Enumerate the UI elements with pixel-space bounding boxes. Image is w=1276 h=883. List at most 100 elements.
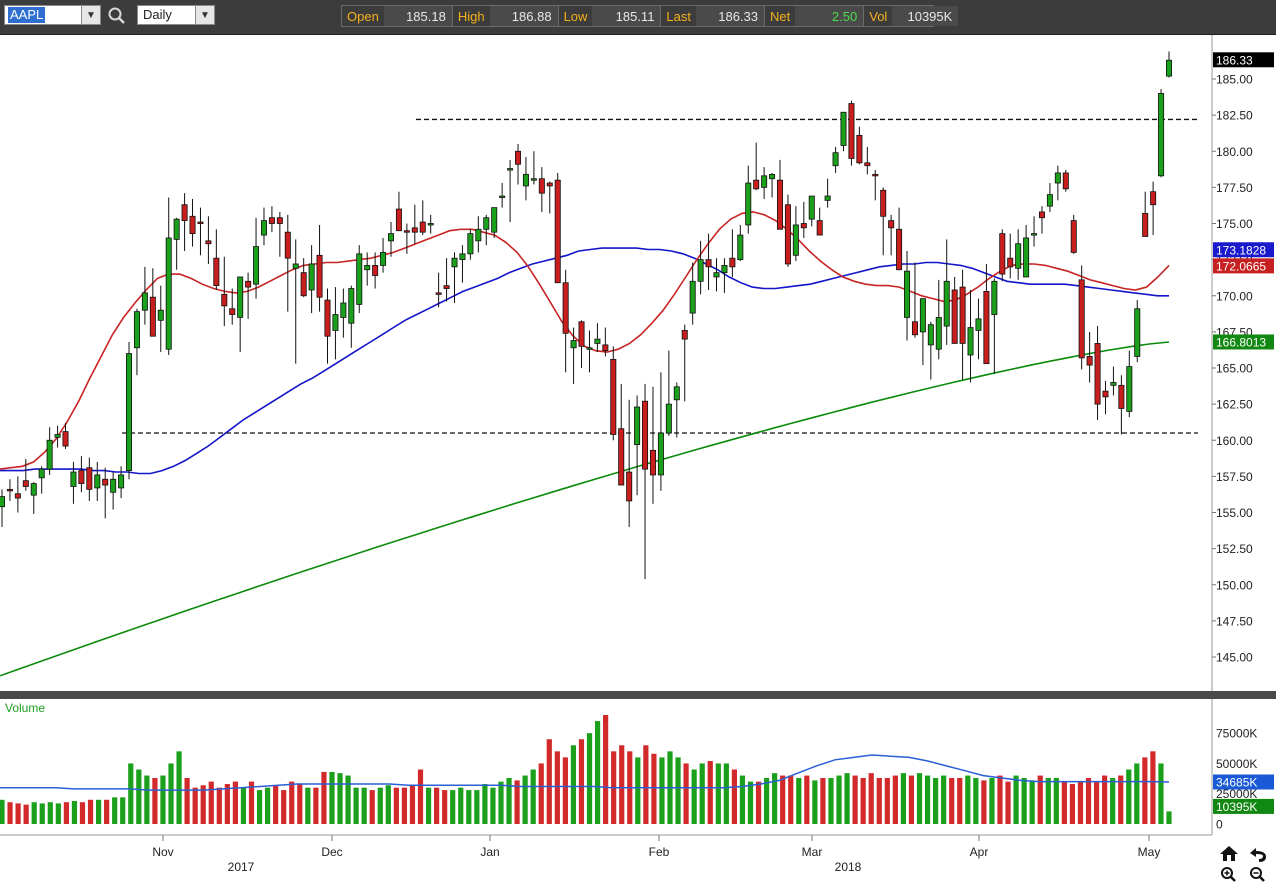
- candle-body[interactable]: [681, 330, 688, 340]
- candle-body[interactable]: [800, 223, 807, 229]
- home-icon[interactable]: [1220, 846, 1238, 861]
- candle-body[interactable]: [1166, 59, 1173, 77]
- candle-body[interactable]: [943, 280, 950, 327]
- period-dropdown-button[interactable]: ▼: [195, 5, 215, 25]
- candle-body[interactable]: [1007, 257, 1014, 268]
- candle-body[interactable]: [94, 474, 101, 489]
- volume-bar[interactable]: [755, 781, 762, 824]
- volume-bar[interactable]: [619, 745, 625, 824]
- volume-bar[interactable]: [586, 733, 593, 824]
- volume-bar[interactable]: [828, 777, 834, 824]
- volume-bar[interactable]: [1093, 781, 1100, 824]
- candle-body[interactable]: [880, 189, 887, 217]
- volume-bar[interactable]: [796, 777, 802, 824]
- candle-body[interactable]: [649, 449, 656, 476]
- candle-body[interactable]: [522, 173, 529, 187]
- candle-body[interactable]: [642, 400, 649, 470]
- candle-body[interactable]: [911, 321, 918, 336]
- candle-body[interactable]: [951, 289, 958, 344]
- candle-body[interactable]: [14, 493, 21, 499]
- candle-body[interactable]: [435, 292, 442, 295]
- candle-body[interactable]: [657, 432, 664, 476]
- volume-bar[interactable]: [216, 787, 222, 824]
- candle-body[interactable]: [292, 263, 299, 269]
- volume-bar[interactable]: [1134, 763, 1140, 824]
- volume-bar[interactable]: [876, 777, 882, 824]
- volume-bar[interactable]: [924, 775, 931, 824]
- candle-body[interactable]: [348, 288, 355, 324]
- candle-body[interactable]: [1102, 390, 1109, 398]
- volume-bar[interactable]: [780, 775, 786, 824]
- candle-body[interactable]: [62, 431, 69, 447]
- candle-body[interactable]: [30, 483, 37, 496]
- volume-bar[interactable]: [772, 773, 778, 824]
- volume-bar[interactable]: [675, 757, 681, 824]
- candle-body[interactable]: [221, 293, 228, 307]
- volume-bar[interactable]: [458, 787, 464, 824]
- candle-body[interactable]: [1150, 191, 1157, 206]
- candle-body[interactable]: [340, 302, 347, 318]
- candle-body[interactable]: [395, 208, 402, 232]
- volume-bar[interactable]: [1053, 777, 1059, 824]
- volume-bar[interactable]: [71, 800, 78, 824]
- candle-body[interactable]: [1031, 233, 1038, 236]
- candle-body[interactable]: [1023, 237, 1030, 278]
- volume-bar[interactable]: [570, 745, 577, 824]
- candle-body[interactable]: [245, 280, 252, 288]
- candle-body[interactable]: [1054, 172, 1061, 184]
- candle-body[interactable]: [546, 182, 553, 187]
- volume-bar[interactable]: [200, 785, 206, 824]
- candle-body[interactable]: [260, 220, 267, 236]
- candle-body[interactable]: [705, 259, 712, 268]
- candle-body[interactable]: [602, 344, 609, 352]
- candle-body[interactable]: [499, 195, 506, 198]
- candle-body[interactable]: [1038, 211, 1045, 219]
- volume-bar[interactable]: [240, 787, 247, 824]
- candle-body[interactable]: [530, 178, 537, 181]
- candle-body[interactable]: [475, 228, 482, 242]
- candle-body[interactable]: [769, 173, 776, 180]
- volume-bar[interactable]: [578, 739, 585, 824]
- candle-body[interactable]: [586, 347, 593, 350]
- volume-bar[interactable]: [434, 787, 440, 824]
- volume-bar[interactable]: [691, 769, 697, 825]
- zoom-in-icon[interactable]: [1221, 867, 1236, 882]
- candle-body[interactable]: [459, 253, 466, 261]
- volume-bar[interactable]: [1037, 775, 1043, 824]
- volume-bar[interactable]: [739, 775, 746, 824]
- volume-bar[interactable]: [603, 715, 609, 824]
- candle-body[interactable]: [999, 233, 1006, 275]
- search-icon[interactable]: [106, 5, 128, 27]
- candle-body[interactable]: [713, 272, 720, 278]
- volume-bar[interactable]: [868, 773, 874, 824]
- volume-bar[interactable]: [313, 787, 319, 824]
- volume-bar[interactable]: [530, 769, 536, 825]
- volume-bar[interactable]: [23, 804, 29, 824]
- volume-bar[interactable]: [1142, 757, 1148, 824]
- candle-body[interactable]: [173, 218, 180, 240]
- volume-bar[interactable]: [401, 787, 408, 824]
- volume-bar[interactable]: [305, 787, 311, 824]
- volume-bar[interactable]: [63, 802, 69, 824]
- candle-body[interactable]: [745, 182, 752, 226]
- candle-body[interactable]: [253, 246, 260, 285]
- volume-bar[interactable]: [1150, 751, 1156, 824]
- volume-bar[interactable]: [707, 761, 713, 824]
- candle-body[interactable]: [6, 488, 13, 492]
- volume-bar[interactable]: [731, 769, 737, 825]
- volume-bar[interactable]: [466, 790, 472, 824]
- volume-bar[interactable]: [1061, 781, 1067, 824]
- volume-bar[interactable]: [168, 763, 174, 824]
- volume-bar[interactable]: [192, 787, 198, 824]
- volume-bar[interactable]: [337, 773, 343, 824]
- candle-body[interactable]: [380, 251, 387, 266]
- volume-bar[interactable]: [31, 802, 37, 824]
- volume-bar[interactable]: [1021, 777, 1027, 824]
- candle-body[interactable]: [983, 291, 990, 365]
- candle-body[interactable]: [554, 179, 561, 284]
- candle-body[interactable]: [332, 314, 339, 331]
- volume-bar[interactable]: [546, 739, 552, 824]
- candle-body[interactable]: [919, 298, 926, 333]
- volume-bar[interactable]: [184, 777, 190, 824]
- volume-bar[interactable]: [120, 797, 126, 824]
